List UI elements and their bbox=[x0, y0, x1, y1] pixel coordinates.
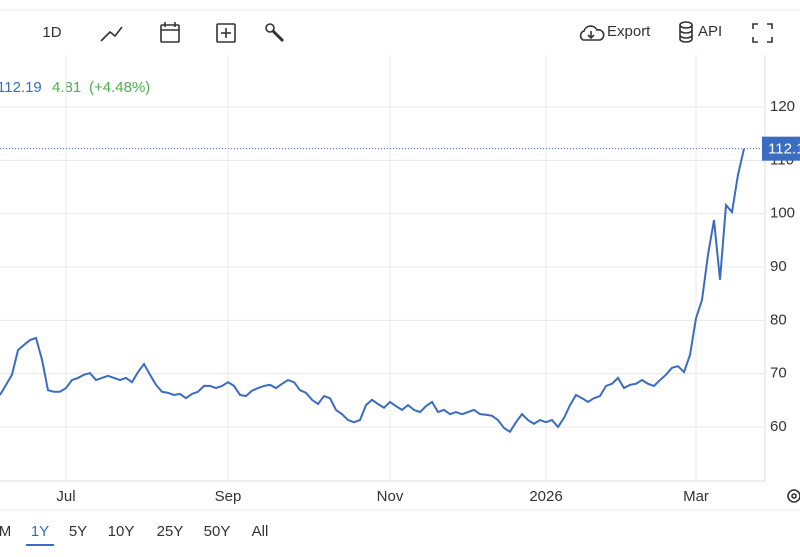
x-tick-label: Jul bbox=[56, 488, 75, 505]
x-tick-label: 2026 bbox=[529, 488, 562, 505]
api-icon[interactable] bbox=[679, 21, 693, 43]
y-tick-label: 70 bbox=[770, 365, 787, 382]
y-tick-label: 100 bbox=[770, 205, 795, 222]
chart-type-icon[interactable] bbox=[100, 26, 123, 42]
last-price-tag-label: 112.19 bbox=[768, 141, 800, 158]
interval-button[interactable]: 1D bbox=[42, 24, 61, 41]
y-tick-label: 90 bbox=[770, 258, 787, 275]
axis-settings-icon[interactable] bbox=[787, 489, 800, 503]
plot bbox=[0, 55, 765, 481]
x-tick-label: Nov bbox=[377, 488, 404, 505]
y-tick-label: 80 bbox=[770, 311, 787, 328]
last-price-tag bbox=[762, 136, 800, 161]
range-bar: M 1Y 5Y 10Y 25Y 50Y All bbox=[0, 523, 269, 546]
x-tick-label: Sep bbox=[215, 488, 242, 505]
export-button[interactable]: Export bbox=[607, 23, 651, 40]
x-tick-label: Mar bbox=[683, 488, 709, 505]
range-button[interactable]: 25Y bbox=[157, 523, 184, 540]
y-tick-label: 60 bbox=[770, 418, 787, 435]
api-button[interactable]: API bbox=[698, 23, 722, 40]
last-price: 112.19 bbox=[0, 79, 42, 96]
compare-icon[interactable] bbox=[216, 23, 236, 43]
range-button[interactable]: 50Y bbox=[204, 523, 231, 540]
export-icon[interactable] bbox=[579, 25, 605, 41]
range-button[interactable]: M bbox=[0, 523, 11, 540]
price-line bbox=[0, 148, 745, 434]
calendar-icon[interactable] bbox=[160, 22, 180, 43]
price-change-percent: (+4.48%) bbox=[89, 79, 150, 96]
y-tick-label: 120 bbox=[770, 98, 795, 115]
fullscreen-icon[interactable] bbox=[752, 23, 773, 43]
range-button[interactable]: 10Y bbox=[108, 523, 135, 540]
range-button[interactable]: 5Y bbox=[69, 523, 87, 540]
price-change: 4.81 bbox=[52, 79, 81, 96]
range-button[interactable]: All bbox=[252, 523, 269, 540]
settings-wrench-icon[interactable] bbox=[265, 23, 285, 43]
range-button[interactable]: 1Y bbox=[31, 523, 49, 540]
